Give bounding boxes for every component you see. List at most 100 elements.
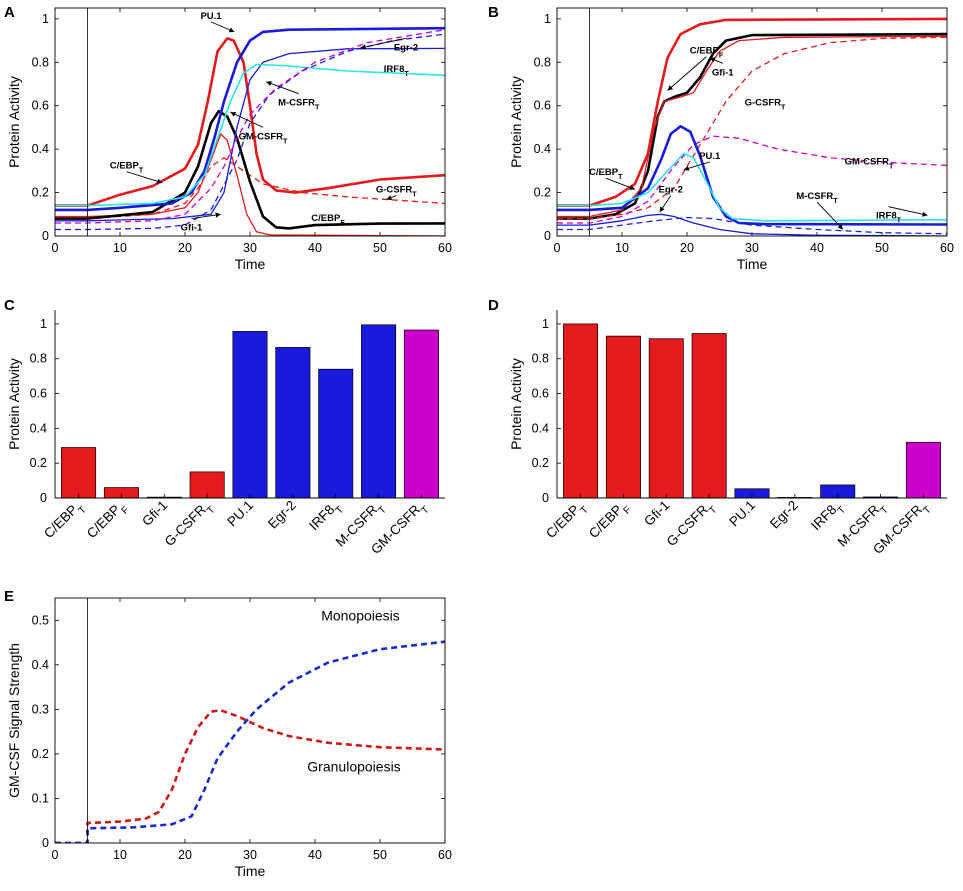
x-tick-label: C/EBPT: [41, 498, 89, 546]
series-irf8-t: [557, 152, 947, 222]
annotation-arrow: [605, 177, 636, 190]
series-irf8-t: [55, 63, 445, 207]
panel-letter-d: D: [488, 297, 499, 314]
y-axis-label: Protein Activity: [6, 358, 22, 450]
y-tick-label: 1: [542, 317, 549, 331]
y-axis-label: Protein Activity: [508, 358, 524, 450]
bar-irf8-t: [318, 368, 354, 499]
x-tick-label: Gfi-1: [139, 498, 170, 529]
annotation-label: C/EBPF: [690, 46, 724, 60]
plot-frame: [54, 7, 446, 237]
bar-c-ebp-f: [605, 335, 641, 499]
series-group: [55, 26, 445, 236]
y-tick-label: 0.4: [30, 421, 47, 435]
annotation-label: GM-CSFRT: [239, 131, 288, 145]
annotation-arrowhead: [709, 57, 716, 63]
y-tick-label: 0: [544, 229, 551, 243]
series-gm-csfr-t: [557, 135, 947, 224]
panel-b: 0 10 20 30 40 50 60 0 0.2 0.4 0.6 0.8 1 Time Protein A…: [508, 7, 954, 272]
panel-letter-c: C: [4, 297, 15, 314]
annotation-arrow: [360, 37, 407, 49]
series-gm-csfr-t: [55, 29, 445, 224]
annotation-arrowhead: [360, 44, 366, 50]
bar-egr-2: [275, 347, 311, 499]
x-tick-label: 60: [940, 241, 954, 255]
x-tick-label: C/EBPF: [586, 498, 634, 546]
bar-gm-csfr-t: [905, 441, 941, 499]
series-g-csfr-t: [557, 36, 947, 220]
y-tick-label: 0: [42, 836, 49, 850]
series-c-ebp-f: [55, 109, 445, 230]
annotation-label: PU.1: [699, 151, 721, 162]
panel-a: 0 10 20 30 40 50 60 0 0.2 0.4 0.6 0.8 1 Time Protein A…: [6, 7, 452, 272]
y-tick-label: 0.8: [32, 55, 49, 69]
x-tick-label: 20: [680, 241, 694, 255]
series-granulopoiesis: [55, 709, 445, 843]
panel-letter-b: B: [488, 4, 499, 21]
annotation-arrow: [816, 201, 844, 230]
annotation-arrowhead: [228, 27, 235, 33]
x-tick-label: 60: [438, 241, 452, 255]
annotation-label: Granulopoiesis: [307, 759, 400, 775]
y-tick-label: 0.2: [32, 747, 49, 761]
x-tick-label: 0: [554, 241, 561, 255]
x-axis-label: Time: [737, 256, 768, 272]
series-c-ebp-f: [557, 32, 947, 220]
y-tick-label: 0: [42, 229, 49, 243]
y-axis-label: Protein Activity: [508, 76, 524, 168]
x-tick-label: 20: [178, 848, 192, 862]
y-tick-label: 0.6: [30, 387, 47, 401]
annotation-label: Egr-2: [394, 42, 418, 53]
annotation-arrowhead: [386, 195, 393, 201]
y-tick-label: 0.8: [532, 352, 549, 366]
plot-frame: [556, 7, 948, 237]
annotation-arrow: [126, 171, 163, 184]
y-tick-label: 0.4: [532, 421, 549, 435]
x-axis-label: Time: [235, 256, 266, 272]
annotation-arrow: [230, 111, 264, 128]
panel-letter-a: A: [4, 4, 15, 21]
panel-letter-e: E: [4, 588, 14, 605]
x-tick-label: 30: [243, 241, 257, 255]
y-tick-label: 0.2: [534, 186, 551, 200]
x-tick-label: C/EBPF: [84, 498, 132, 546]
x-axis-label: Time: [235, 863, 266, 879]
y-tick-label: 0.8: [534, 55, 551, 69]
annotation-label: IRF8T: [384, 64, 410, 78]
annotation-label: C/EBPT: [110, 161, 144, 175]
x-tick-label: 0: [52, 241, 59, 255]
y-tick-label: 0: [542, 491, 549, 505]
x-tick-label: 20: [178, 241, 192, 255]
series-m-csfr-t: [557, 216, 947, 235]
y-tick-label: 0.6: [534, 99, 551, 113]
y-tick-label: 0.4: [534, 142, 551, 156]
series-gfi-1: [55, 133, 445, 236]
annotation-label: C/EBPF: [311, 213, 345, 227]
y-tick-label: 0.6: [32, 99, 49, 113]
series-group: [55, 640, 445, 843]
series-g-csfr-t: [55, 157, 445, 220]
annotation-arrowhead: [629, 185, 635, 190]
annotation-arrowhead: [156, 178, 163, 184]
x-tick-label: 40: [308, 848, 322, 862]
annotation-label: C/EBPT: [589, 167, 623, 181]
x-tick-label: 10: [113, 848, 127, 862]
x-tick-label: Egr-2: [265, 498, 299, 532]
series-c-ebp-t: [557, 17, 947, 207]
x-tick-label: Gfi-1: [641, 498, 672, 529]
x-tick-label: G-CSFRT: [664, 498, 719, 553]
y-axis-label: GM-CSF Signal Strength: [6, 643, 22, 798]
annotation-arrowhead: [230, 112, 237, 117]
annotation-arrowhead: [837, 224, 843, 230]
series-pu-1: [55, 26, 445, 212]
series-c-ebp-t: [55, 37, 445, 207]
annotation-label: Gfi-1: [712, 67, 734, 78]
x-tick-label: G-CSFRT: [162, 498, 217, 553]
annotation-arrowhead: [215, 212, 221, 218]
annotation-label: Gfi-1: [181, 223, 203, 234]
bar-m-csfr-t: [361, 324, 397, 499]
series-egr-2: [557, 213, 947, 236]
x-tick-label: 50: [875, 241, 889, 255]
x-tick-label: 60: [438, 848, 452, 862]
